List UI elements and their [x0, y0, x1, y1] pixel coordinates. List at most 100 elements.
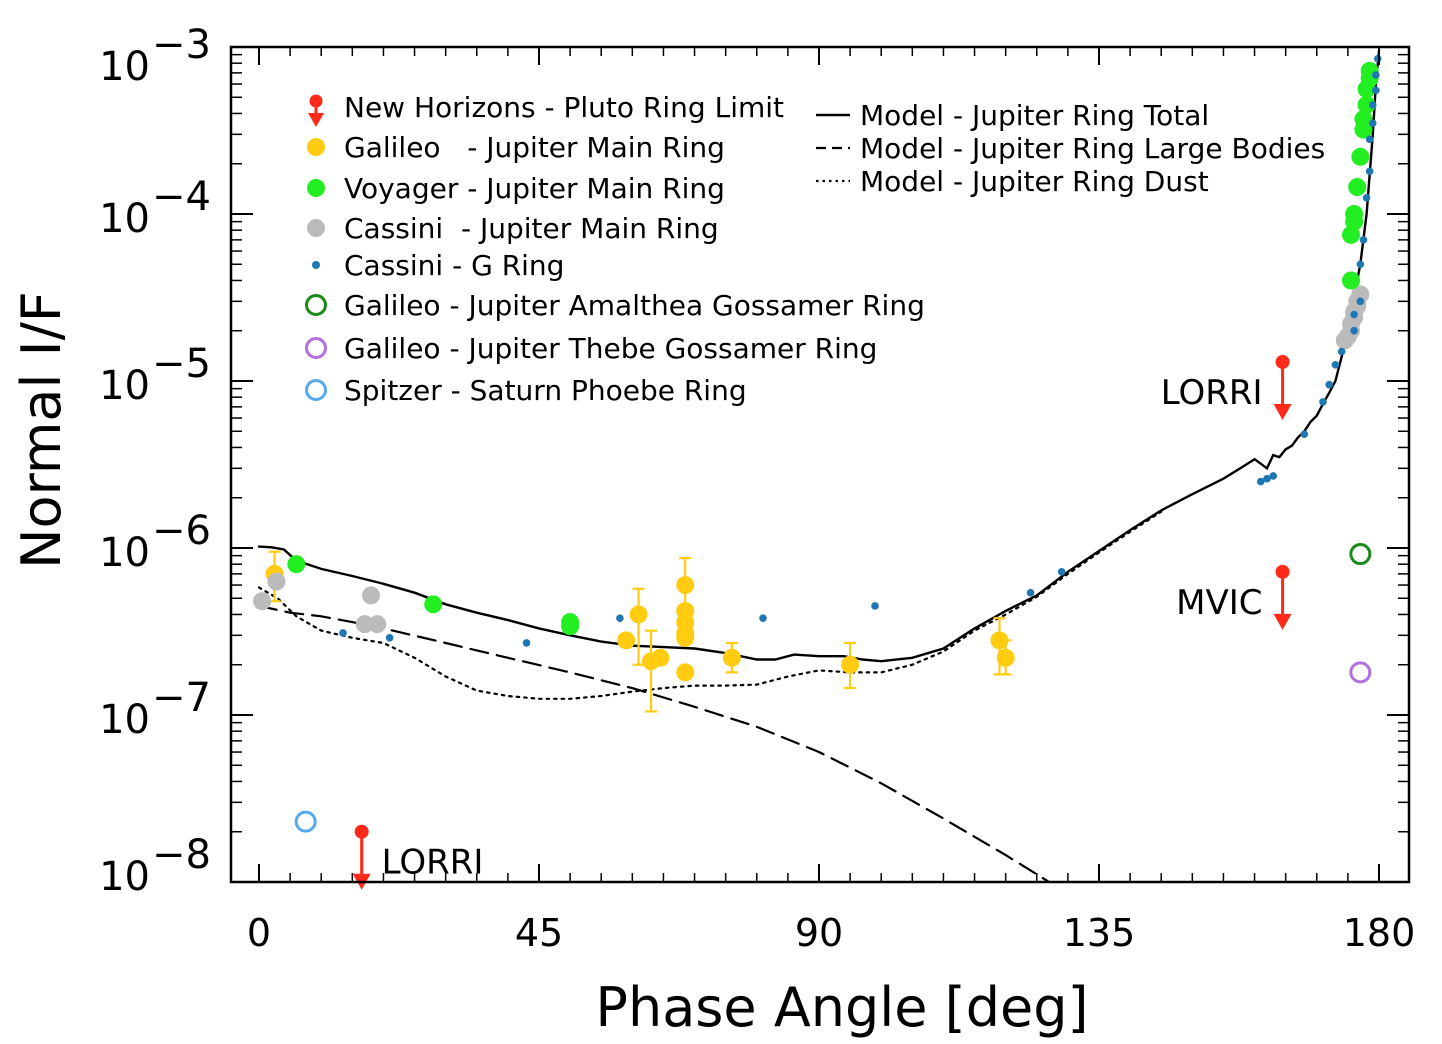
cassini_g-point: [1256, 477, 1265, 486]
model-curves: [257, 49, 1381, 884]
galileo-point: [676, 628, 695, 647]
cassini_g-point: [1269, 472, 1278, 480]
voyager-point: [1357, 95, 1376, 114]
cassini_g-point: [1372, 86, 1380, 95]
y-tick-exponent: −7: [152, 675, 211, 721]
legend-marker-thebe: [305, 337, 327, 359]
x-tick-label: 135: [1063, 911, 1136, 955]
voyager-point: [561, 617, 580, 636]
limit-arrow-head: [1273, 403, 1292, 420]
cassini_g-point: [522, 639, 531, 647]
model-curve-total: [257, 49, 1381, 663]
legend-marker-cassini: [307, 219, 325, 237]
y-tick-exponent: −5: [152, 341, 211, 387]
cassini-point: [362, 586, 380, 605]
cassini_g-point: [616, 614, 624, 622]
legend-marker-amalthea: [305, 294, 327, 316]
galileo-point: [996, 648, 1015, 667]
legend-label: Model - Jupiter Ring Dust: [860, 165, 1209, 198]
voyager-point: [424, 595, 443, 614]
cassini_g-point: [339, 629, 347, 637]
legend-marker-spitzer: [305, 379, 327, 401]
cassini_g-point: [1337, 347, 1346, 356]
cassini_g-point: [1356, 260, 1365, 269]
voyager-point: [1342, 271, 1360, 290]
cassini-point: [1351, 285, 1370, 304]
legend-label: Cassini - G Ring: [344, 249, 564, 282]
cassini_g-point: [1263, 474, 1271, 483]
y-tick-base: 10: [99, 363, 150, 409]
legend-label: Model - Jupiter Ring Total: [860, 99, 1209, 132]
legend-label: Spitzer - Saturn Phoebe Ring: [344, 374, 747, 407]
galileo-point: [722, 648, 741, 667]
galileo-point: [629, 605, 648, 624]
cassini-point: [355, 615, 374, 634]
amalthea-point: [1349, 543, 1372, 566]
cassini_g-point: [1325, 380, 1334, 389]
cassini_g-point: [1057, 568, 1066, 576]
cassini_g-point: [1373, 54, 1382, 63]
legend-label: New Horizons - Pluto Ring Limit: [344, 91, 784, 124]
y-tick-base: 10: [99, 530, 150, 576]
model-curve-dust: [257, 510, 1163, 700]
limit-label: MVIC: [1176, 583, 1262, 623]
cassini_g-point: [871, 602, 879, 610]
spitzer-point: [294, 810, 317, 833]
cassini-point: [253, 592, 272, 611]
legend: New Horizons - Pluto Ring Limit Galileo -…: [305, 91, 1325, 407]
cassini_g-point: [1350, 310, 1358, 319]
galileo-point: [841, 655, 860, 674]
y-axis-label: Normal I/F: [10, 291, 73, 569]
y-tick-exponent: −3: [152, 22, 211, 68]
cassini_g-point: [1365, 167, 1374, 176]
cassini_g-point: [759, 614, 767, 622]
legend-label: Voyager - Jupiter Main Ring: [344, 172, 725, 205]
legend-label: Cassini - Jupiter Main Ring: [344, 212, 719, 245]
model-curve-large_bodies: [257, 604, 1051, 884]
cassini_g-point: [1359, 236, 1368, 244]
cassini_g-point: [1319, 398, 1327, 406]
voyager-point: [287, 555, 306, 574]
legend-limit-head: [308, 113, 324, 127]
cassini_g-point: [1350, 326, 1358, 335]
cassini_g-point: [1362, 194, 1371, 202]
limit-markers: LORRI LORRI MVIC: [352, 354, 1292, 890]
y-tick-exponent: −4: [152, 174, 211, 220]
limit-label: LORRI: [1161, 373, 1263, 413]
galileo-point: [617, 631, 636, 650]
cassini-point: [368, 615, 387, 634]
cassini_g-point: [1300, 430, 1309, 439]
galileo-point: [990, 631, 1009, 650]
voyager-point: [1351, 147, 1370, 166]
y-tick-base: 10: [99, 697, 150, 743]
y-tick-exponent: −6: [152, 508, 211, 554]
cassini_g-point: [1368, 119, 1377, 127]
voyager-point: [1348, 178, 1367, 197]
legend-marker-cassini_g: [312, 261, 320, 269]
legend-label: Galileo - Jupiter Amalthea Gossamer Ring: [344, 289, 925, 322]
limit-arrow-head: [1273, 613, 1292, 630]
galileo-point: [651, 648, 670, 667]
x-tick-label: 180: [1343, 911, 1416, 955]
legend-label: Galileo - Jupiter Main Ring: [344, 131, 725, 164]
thebe-point: [1349, 661, 1372, 684]
y-tick-exponent: −8: [152, 832, 211, 878]
limit-label: LORRI: [382, 843, 484, 883]
legend-marker-galileo: [307, 138, 325, 156]
y-tick-base: 10: [99, 854, 150, 900]
legend-label: Model - Jupiter Ring Large Bodies: [860, 132, 1325, 165]
legend-label: Galileo - Jupiter Thebe Gossamer Ring: [344, 332, 877, 365]
cassini_g-point: [1372, 71, 1380, 79]
cassini_g-point: [385, 633, 394, 642]
x-tick-label: 45: [515, 911, 563, 955]
cassini_g-point: [1368, 101, 1377, 109]
cassini-point: [267, 572, 286, 591]
voyager-point: [1354, 110, 1373, 129]
galileo-point: [676, 663, 695, 682]
voyager-point: [1345, 205, 1364, 223]
cassini_g-point: [1331, 361, 1340, 369]
x-tick-label: 90: [795, 911, 843, 955]
cassini_g-point: [1026, 588, 1035, 597]
x-axis-label: Phase Angle [deg]: [595, 976, 1088, 1039]
